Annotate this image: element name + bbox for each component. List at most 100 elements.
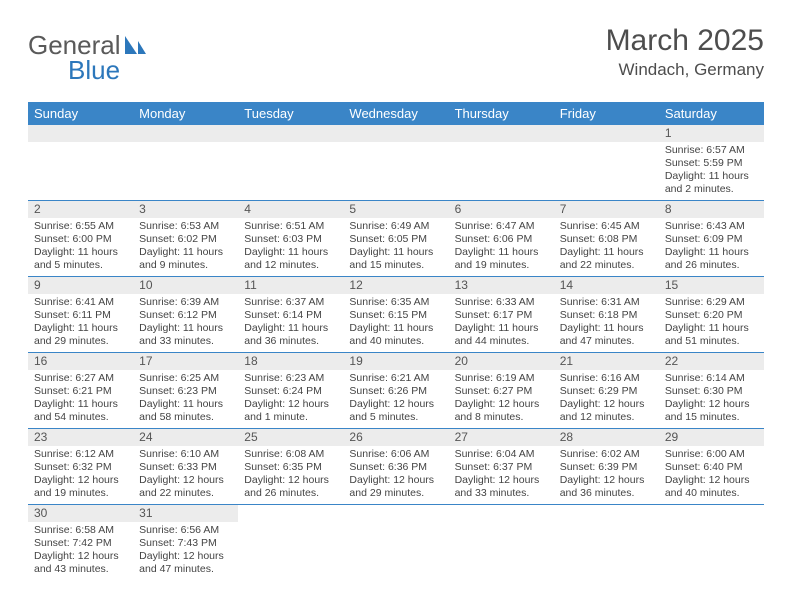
day-number: 31 (133, 505, 238, 522)
daylight-text: Daylight: 12 hours and 22 minutes. (139, 474, 232, 500)
sunset-text: Sunset: 6:12 PM (139, 309, 232, 322)
empty-day-bar (28, 125, 133, 142)
calendar-day-cell: 30Sunrise: 6:58 AMSunset: 7:42 PMDayligh… (28, 505, 133, 581)
calendar-week-row: 16Sunrise: 6:27 AMSunset: 6:21 PMDayligh… (28, 353, 764, 429)
sunrise-text: Sunrise: 6:02 AM (560, 448, 653, 461)
day-details: Sunrise: 6:14 AMSunset: 6:30 PMDaylight:… (659, 370, 764, 428)
day-number: 6 (449, 201, 554, 218)
day-number: 2 (28, 201, 133, 218)
calendar-day-cell (554, 125, 659, 201)
calendar-day-cell: 2Sunrise: 6:55 AMSunset: 6:00 PMDaylight… (28, 201, 133, 277)
sunrise-text: Sunrise: 6:31 AM (560, 296, 653, 309)
sunrise-text: Sunrise: 6:06 AM (349, 448, 442, 461)
daylight-text: Daylight: 12 hours and 12 minutes. (560, 398, 653, 424)
sunset-text: Sunset: 6:26 PM (349, 385, 442, 398)
sunset-text: Sunset: 6:03 PM (244, 233, 337, 246)
sunrise-text: Sunrise: 6:45 AM (560, 220, 653, 233)
calendar-day-cell: 15Sunrise: 6:29 AMSunset: 6:20 PMDayligh… (659, 277, 764, 353)
day-details: Sunrise: 6:29 AMSunset: 6:20 PMDaylight:… (659, 294, 764, 352)
daylight-text: Daylight: 12 hours and 40 minutes. (665, 474, 758, 500)
day-details: Sunrise: 6:23 AMSunset: 6:24 PMDaylight:… (238, 370, 343, 428)
daylight-text: Daylight: 11 hours and 36 minutes. (244, 322, 337, 348)
day-number: 14 (554, 277, 659, 294)
sunset-text: Sunset: 5:59 PM (665, 157, 758, 170)
daylight-text: Daylight: 12 hours and 26 minutes. (244, 474, 337, 500)
logo-sail-icon (123, 32, 147, 63)
day-details: Sunrise: 6:31 AMSunset: 6:18 PMDaylight:… (554, 294, 659, 352)
sunrise-text: Sunrise: 6:23 AM (244, 372, 337, 385)
calendar-week-row: 9Sunrise: 6:41 AMSunset: 6:11 PMDaylight… (28, 277, 764, 353)
day-number: 23 (28, 429, 133, 446)
day-details: Sunrise: 6:51 AMSunset: 6:03 PMDaylight:… (238, 218, 343, 276)
daylight-text: Daylight: 11 hours and 44 minutes. (455, 322, 548, 348)
day-details: Sunrise: 6:57 AMSunset: 5:59 PMDaylight:… (659, 142, 764, 200)
sunset-text: Sunset: 6:35 PM (244, 461, 337, 474)
day-number: 22 (659, 353, 764, 370)
calendar-week-row: 23Sunrise: 6:12 AMSunset: 6:32 PMDayligh… (28, 429, 764, 505)
calendar-day-cell (449, 505, 554, 581)
day-number: 9 (28, 277, 133, 294)
day-number: 13 (449, 277, 554, 294)
day-number: 5 (343, 201, 448, 218)
weekday-header: Wednesday (343, 102, 448, 125)
calendar-day-cell: 3Sunrise: 6:53 AMSunset: 6:02 PMDaylight… (133, 201, 238, 277)
weekday-header-row: Sunday Monday Tuesday Wednesday Thursday… (28, 102, 764, 125)
sunrise-text: Sunrise: 6:25 AM (139, 372, 232, 385)
calendar-day-cell: 28Sunrise: 6:02 AMSunset: 6:39 PMDayligh… (554, 429, 659, 505)
logo-text-blue: Blue (68, 55, 120, 85)
sunrise-text: Sunrise: 6:55 AM (34, 220, 127, 233)
calendar-week-row: 2Sunrise: 6:55 AMSunset: 6:00 PMDaylight… (28, 201, 764, 277)
sunrise-text: Sunrise: 6:39 AM (139, 296, 232, 309)
sunset-text: Sunset: 6:20 PM (665, 309, 758, 322)
day-number: 24 (133, 429, 238, 446)
day-details: Sunrise: 6:27 AMSunset: 6:21 PMDaylight:… (28, 370, 133, 428)
sunset-text: Sunset: 6:36 PM (349, 461, 442, 474)
sunset-text: Sunset: 6:11 PM (34, 309, 127, 322)
calendar-day-cell: 31Sunrise: 6:56 AMSunset: 7:43 PMDayligh… (133, 505, 238, 581)
sunset-text: Sunset: 6:14 PM (244, 309, 337, 322)
day-details: Sunrise: 6:16 AMSunset: 6:29 PMDaylight:… (554, 370, 659, 428)
daylight-text: Daylight: 12 hours and 36 minutes. (560, 474, 653, 500)
day-details: Sunrise: 6:25 AMSunset: 6:23 PMDaylight:… (133, 370, 238, 428)
day-number: 7 (554, 201, 659, 218)
calendar-day-cell: 20Sunrise: 6:19 AMSunset: 6:27 PMDayligh… (449, 353, 554, 429)
day-details: Sunrise: 6:41 AMSunset: 6:11 PMDaylight:… (28, 294, 133, 352)
weekday-header: Tuesday (238, 102, 343, 125)
calendar-day-cell: 22Sunrise: 6:14 AMSunset: 6:30 PMDayligh… (659, 353, 764, 429)
weekday-header: Saturday (659, 102, 764, 125)
calendar-day-cell: 10Sunrise: 6:39 AMSunset: 6:12 PMDayligh… (133, 277, 238, 353)
day-number: 10 (133, 277, 238, 294)
day-number: 11 (238, 277, 343, 294)
calendar-table: Sunday Monday Tuesday Wednesday Thursday… (28, 102, 764, 581)
daylight-text: Daylight: 11 hours and 29 minutes. (34, 322, 127, 348)
daylight-text: Daylight: 12 hours and 8 minutes. (455, 398, 548, 424)
calendar-day-cell (449, 125, 554, 201)
sunset-text: Sunset: 6:40 PM (665, 461, 758, 474)
calendar-day-cell: 29Sunrise: 6:00 AMSunset: 6:40 PMDayligh… (659, 429, 764, 505)
day-number: 29 (659, 429, 764, 446)
sunset-text: Sunset: 7:42 PM (34, 537, 127, 550)
title-block: March 2025 Windach, Germany (606, 24, 764, 80)
sunrise-text: Sunrise: 6:08 AM (244, 448, 337, 461)
calendar-day-cell: 18Sunrise: 6:23 AMSunset: 6:24 PMDayligh… (238, 353, 343, 429)
logo: General Blue (28, 24, 147, 94)
sunrise-text: Sunrise: 6:58 AM (34, 524, 127, 537)
daylight-text: Daylight: 11 hours and 33 minutes. (139, 322, 232, 348)
daylight-text: Daylight: 11 hours and 2 minutes. (665, 170, 758, 196)
sunrise-text: Sunrise: 6:14 AM (665, 372, 758, 385)
daylight-text: Daylight: 11 hours and 22 minutes. (560, 246, 653, 272)
daylight-text: Daylight: 12 hours and 29 minutes. (349, 474, 442, 500)
day-details: Sunrise: 6:39 AMSunset: 6:12 PMDaylight:… (133, 294, 238, 352)
sunset-text: Sunset: 6:23 PM (139, 385, 232, 398)
daylight-text: Daylight: 11 hours and 54 minutes. (34, 398, 127, 424)
sunset-text: Sunset: 6:15 PM (349, 309, 442, 322)
day-number: 26 (343, 429, 448, 446)
calendar-day-cell (133, 125, 238, 201)
calendar-day-cell: 5Sunrise: 6:49 AMSunset: 6:05 PMDaylight… (343, 201, 448, 277)
day-number: 3 (133, 201, 238, 218)
day-number: 18 (238, 353, 343, 370)
sunset-text: Sunset: 6:17 PM (455, 309, 548, 322)
daylight-text: Daylight: 12 hours and 19 minutes. (34, 474, 127, 500)
daylight-text: Daylight: 11 hours and 19 minutes. (455, 246, 548, 272)
day-number: 30 (28, 505, 133, 522)
